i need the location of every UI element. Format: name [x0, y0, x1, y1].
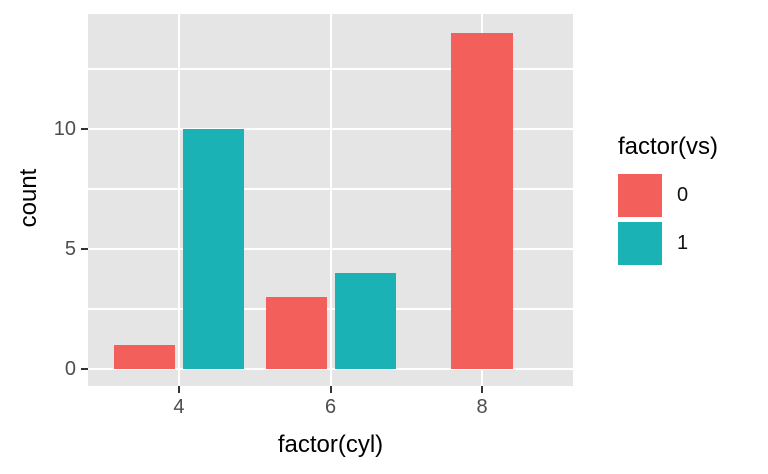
bar-cyl-6-vs-1 [334, 273, 396, 370]
x-tick-mark [481, 386, 484, 393]
x-tick-label: 4 [173, 396, 185, 418]
legend-swatch-1 [618, 222, 662, 265]
plot-panel [88, 14, 573, 386]
x-tick-mark [177, 386, 180, 393]
y-tick-mark [81, 128, 88, 131]
bar-cyl-4-vs-1 [182, 129, 244, 370]
x-tick-label: 6 [324, 396, 337, 418]
legend-key-0: 0 [618, 174, 768, 217]
bar-cyl-6-vs-0 [265, 297, 327, 370]
legend-title: factor(vs) [618, 133, 719, 160]
gridline-major [177, 14, 180, 386]
y-tick-label: 5 [64, 238, 76, 261]
x-axis-title: factor(cyl) [277, 431, 384, 458]
legend-label-1: 1 [677, 232, 689, 254]
legend-label-0: 0 [677, 184, 689, 206]
y-axis-title: count [15, 168, 42, 228]
legend-swatch-0 [618, 174, 662, 217]
y-tick-mark [81, 368, 88, 371]
x-tick-label: 8 [476, 396, 488, 418]
y-tick-label: 0 [64, 358, 76, 381]
bar-cyl-4-vs-0 [113, 345, 175, 370]
legend-key-1: 1 [618, 222, 768, 265]
x-tick-mark [329, 386, 332, 393]
gridline-major [329, 14, 332, 386]
y-tick-label: 10 [53, 118, 76, 141]
bar-cyl-8-vs-0 [451, 33, 514, 370]
y-tick-mark [81, 248, 88, 251]
